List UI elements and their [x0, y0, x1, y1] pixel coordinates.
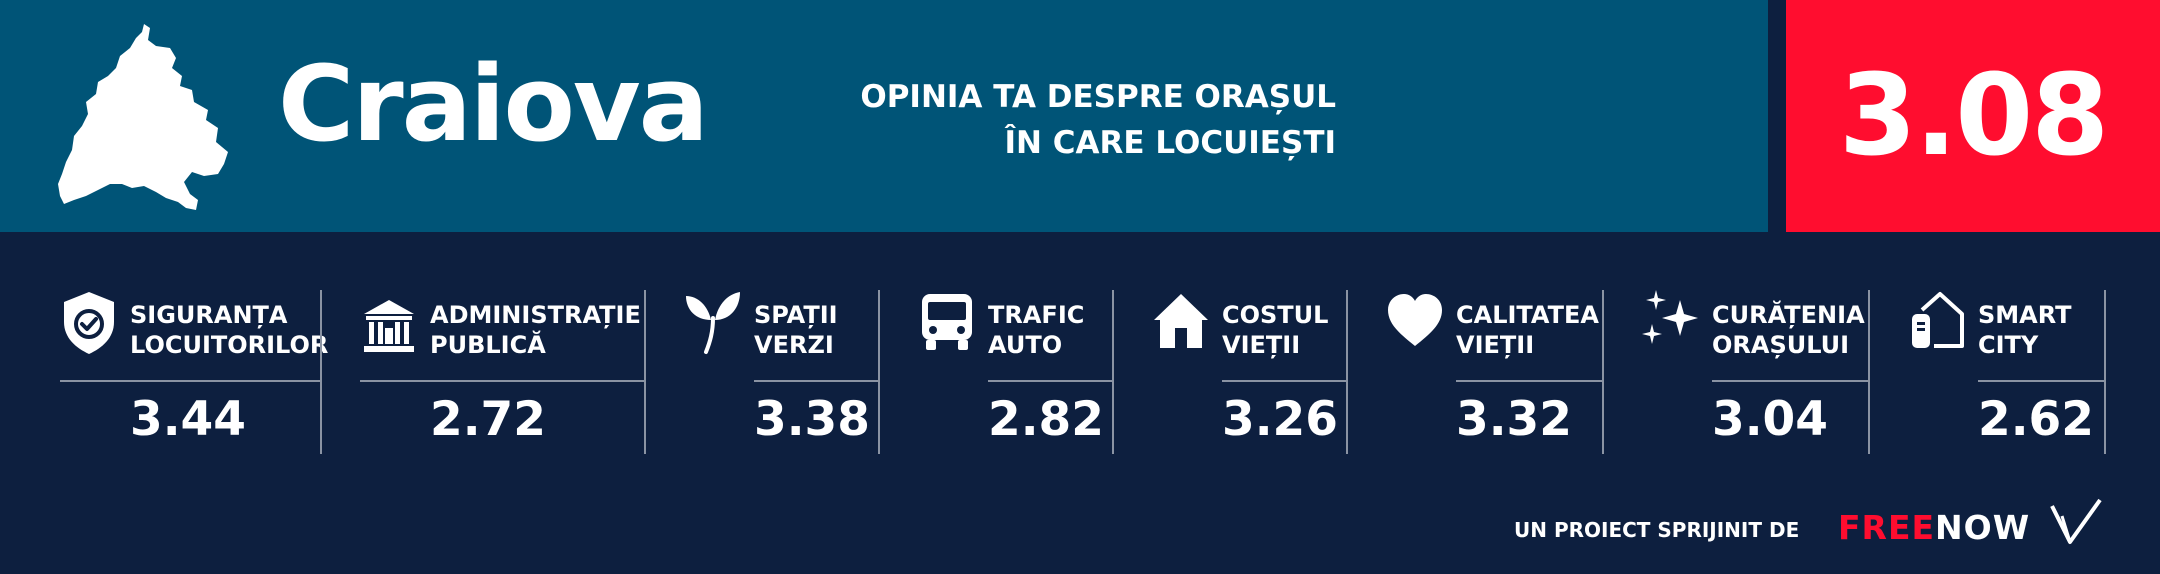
category-label: ADMINISTRAȚIE PUBLICĂ [430, 301, 641, 359]
tagline-line1: OPINIA TA DESPRE ORAȘUL [860, 79, 1336, 115]
category-cleanliness: CURĂȚENIA ORAȘULUI 3.04 [1642, 290, 1870, 454]
divider [60, 380, 322, 382]
category-label: TRAFIC AUTO [988, 301, 1085, 359]
category-label: SMART CITY [1978, 301, 2072, 359]
category-score: 2.72 [430, 392, 546, 447]
brand-free: FREE [1838, 508, 1936, 547]
sparkles-icon [1642, 290, 1698, 344]
sprout-icon [686, 292, 740, 354]
heart-icon [1388, 294, 1442, 346]
overall-score-box: 3.08 [1786, 0, 2160, 232]
category-score: 3.04 [1712, 392, 1828, 447]
category-smart-city: SMART CITY 2.62 [1908, 290, 2106, 454]
divider [754, 380, 880, 382]
freenow-checkmark-icon [2050, 498, 2102, 544]
sponsor-text: UN PROIECT SPRIJINIT DE [1514, 518, 1800, 542]
category-administration: ADMINISTRAȚIE PUBLICĂ 2.72 [360, 290, 646, 454]
government-building-icon [364, 300, 414, 352]
category-traffic: TRAFIC AUTO 2.82 [918, 290, 1114, 454]
category-score: 2.62 [1978, 392, 2094, 447]
category-label: SPAȚII VERZI [754, 301, 838, 359]
shield-check-icon [64, 292, 114, 354]
header-divider [1768, 0, 1786, 232]
divider [1712, 380, 1870, 382]
category-score: 2.82 [988, 392, 1104, 447]
divider [988, 380, 1114, 382]
category-score: 3.38 [754, 392, 870, 447]
category-green-spaces: SPAȚII VERZI 3.38 [684, 290, 880, 454]
divider [1602, 290, 1604, 454]
category-safety: SIGURANȚA LOCUITORILOR 3.44 [60, 290, 328, 454]
divider [1222, 380, 1348, 382]
tagline-line2: ÎN CARE LOCUIEȘTI [1004, 125, 1337, 161]
city-name: Craiova [278, 43, 709, 165]
category-label: CALITATEA VIEȚII [1456, 301, 1599, 359]
bus-icon [922, 294, 972, 350]
house-icon [1154, 294, 1208, 348]
category-score: 3.44 [130, 392, 246, 447]
divider [644, 290, 646, 454]
category-score: 3.32 [1456, 392, 1572, 447]
smart-home-icon [1912, 292, 1964, 348]
category-quality-of-life: CALITATEA VIEȚII 3.32 [1386, 290, 1604, 454]
divider [320, 290, 322, 454]
divider [1978, 380, 2106, 382]
category-score: 3.26 [1222, 392, 1338, 447]
header-banner: Craiova OPINIA TA DESPRE ORAȘUL ÎN CARE … [0, 0, 1768, 232]
divider [1112, 290, 1114, 454]
survey-tagline: OPINIA TA DESPRE ORAȘUL ÎN CARE LOCUIEȘT… [860, 74, 1336, 166]
divider [878, 290, 880, 454]
divider [360, 380, 646, 382]
category-label: CURĂȚENIA ORAȘULUI [1712, 301, 1865, 359]
divider [2104, 290, 2106, 454]
brand-now: NOW [1935, 508, 2031, 547]
divider [1868, 290, 1870, 454]
divider [1346, 290, 1348, 454]
freenow-logo: FREENOW [1838, 508, 2030, 547]
overall-score: 3.08 [1838, 51, 2109, 181]
city-map-icon [58, 24, 228, 210]
category-cost-of-living: COSTUL VIEȚII 3.26 [1152, 290, 1348, 454]
category-label: SIGURANȚA LOCUITORILOR [130, 301, 329, 359]
divider [1456, 380, 1604, 382]
category-label: COSTUL VIEȚII [1222, 301, 1329, 359]
